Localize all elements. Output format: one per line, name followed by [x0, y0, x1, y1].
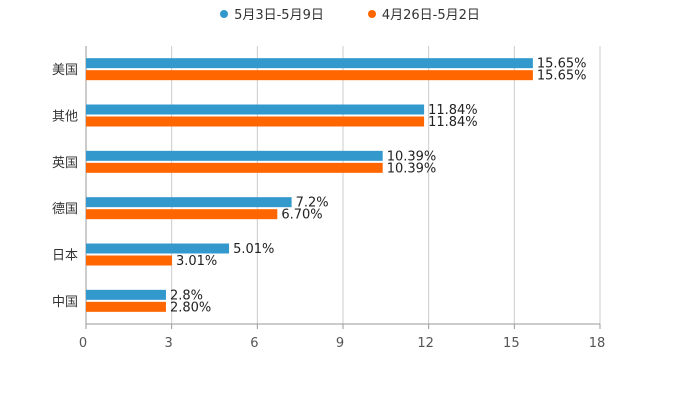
legend: 5月3日-5月9日 4月26日-5月2日 [0, 4, 700, 23]
x-tick-label-1: 3 [165, 336, 173, 351]
data-label-0-2: 10.39% [387, 149, 437, 164]
x-tick-label-5: 15 [503, 336, 520, 351]
data-label-0-1: 11.84% [428, 103, 478, 118]
bar-0-3[interactable] [86, 197, 292, 208]
data-label-0-3: 7.2% [296, 196, 329, 211]
legend-label-series-2: 4月26日-5月2日 [381, 8, 480, 23]
category-label-0: 美国 [52, 63, 78, 78]
legend-swatch-series-1 [220, 9, 229, 18]
data-label-1-0: 15.65% [537, 69, 587, 84]
legend-swatch-series-2 [367, 9, 376, 18]
x-tick-label-4: 12 [417, 336, 434, 351]
x-tick-label-3: 9 [336, 336, 344, 351]
legend-item-series-1[interactable]: 5月3日-5月9日 [220, 4, 324, 23]
x-tick-label-2: 6 [250, 336, 258, 351]
data-label-1-3: 6.70% [281, 208, 322, 223]
bar-1-1[interactable] [86, 116, 425, 127]
data-label-1-4: 3.01% [176, 254, 217, 269]
bar-1-2[interactable] [86, 162, 383, 173]
bar-0-5[interactable] [86, 289, 166, 300]
data-label-0-0: 15.65% [537, 57, 587, 72]
category-label-4: 日本 [52, 249, 78, 264]
bar-0-4[interactable] [86, 243, 230, 254]
bar-0-1[interactable] [86, 104, 425, 115]
legend-item-series-2[interactable]: 4月26日-5月2日 [367, 4, 480, 23]
category-label-3: 德国 [52, 202, 78, 217]
category-label-5: 中国 [52, 295, 78, 310]
bar-1-3[interactable] [86, 209, 278, 220]
data-label-0-5: 2.8% [170, 288, 203, 303]
x-tick-label-6: 18 [589, 336, 606, 351]
bar-1-0[interactable] [86, 70, 533, 81]
x-tick-label-0: 0 [79, 336, 87, 351]
bar-1-4[interactable] [86, 255, 172, 266]
category-label-2: 英国 [52, 156, 78, 171]
bar-0-2[interactable] [86, 150, 383, 161]
legend-label-series-1: 5月3日-5月9日 [234, 8, 324, 23]
data-label-1-5: 2.80% [170, 300, 211, 315]
data-label-0-4: 5.01% [233, 242, 274, 257]
category-label-1: 其他 [52, 110, 78, 125]
bar-0-0[interactable] [86, 58, 533, 69]
data-label-1-2: 10.39% [387, 161, 437, 176]
data-label-1-1: 11.84% [428, 115, 478, 130]
bar-1-5[interactable] [86, 301, 166, 312]
